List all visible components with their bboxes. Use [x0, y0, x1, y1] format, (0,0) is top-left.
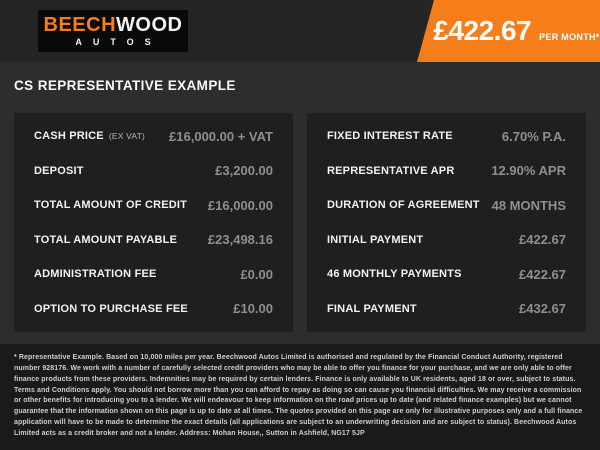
finance-row-label-text: TOTAL AMOUNT OF CREDIT: [34, 199, 188, 212]
finance-row-value: £432.67: [519, 301, 566, 317]
finance-row-label: 46 MONTHLY PAYMENTS: [327, 268, 467, 280]
finance-row-label: CASH PRICE (EX VAT): [34, 130, 145, 142]
finance-row-label-text: REPRESENTATIVE APR: [327, 164, 455, 177]
finance-row: 46 MONTHLY PAYMENTS £422.67: [327, 267, 566, 282]
finance-row-label: TOTAL AMOUNT PAYABLE: [34, 234, 182, 246]
finance-row-label-text: OPTION TO PURCHASE FEE: [34, 302, 188, 315]
finance-row-label: FINAL PAYMENT: [327, 303, 422, 315]
finance-row-value: £10.00: [233, 301, 273, 317]
finance-row: DEPOSIT £3,200.00: [34, 163, 273, 178]
finance-row-label-text: DEPOSIT: [34, 164, 84, 177]
disclaimer-text: * Representative Example. Based on 10,00…: [14, 354, 583, 437]
finance-row: CASH PRICE (EX VAT) £16,000.00 + VAT: [34, 129, 273, 144]
disclaimer-band: * Representative Example. Based on 10,00…: [0, 344, 600, 450]
finance-row-label-text: FIXED INTEREST RATE: [327, 130, 453, 143]
finance-row-label-text: DURATION OF AGREEMENT: [327, 199, 480, 212]
finance-row-label: DURATION OF AGREEMENT: [327, 199, 485, 211]
finance-row: OPTION TO PURCHASE FEE £10.00: [34, 301, 273, 316]
header-band: BEECHWOOD AUTOS £422.67 PER MONTH*: [0, 0, 600, 62]
finance-row: ADMINISTRATION FEE £0.00: [34, 267, 273, 282]
finance-row-label-text: ADMINISTRATION FEE: [34, 268, 157, 281]
logo-text-wood: WOOD: [116, 14, 183, 36]
finance-row-value: £16,000.00: [207, 197, 273, 213]
finance-table-right: FIXED INTEREST RATE 6.70% P.A. REPRESENT…: [307, 113, 586, 332]
finance-row-label-text: 46 MONTHLY PAYMENTS: [327, 268, 462, 281]
finance-row: FINAL PAYMENT £432.67: [327, 301, 566, 316]
finance-row-value: £23,498.16: [207, 232, 273, 248]
logo-wordmark: BEECHWOOD: [44, 15, 183, 35]
finance-row-label: INITIAL PAYMENT: [327, 234, 428, 246]
finance-row: INITIAL PAYMENT £422.67: [327, 232, 566, 247]
finance-row-label: TOTAL AMOUNT OF CREDIT: [34, 199, 192, 211]
finance-row: TOTAL AMOUNT PAYABLE £23,498.16: [34, 232, 273, 247]
beechwood-autos-logo[interactable]: BEECHWOOD AUTOS: [38, 10, 188, 52]
finance-row-note: (EX VAT): [108, 131, 146, 142]
finance-table-left: CASH PRICE (EX VAT) £16,000.00 + VAT DEPO…: [14, 113, 293, 332]
finance-row: DURATION OF AGREEMENT 48 MONTHS: [327, 198, 566, 213]
finance-row-label: ADMINISTRATION FEE: [34, 268, 162, 280]
finance-row-value: £16,000.00 + VAT: [169, 128, 273, 144]
monthly-price-banner: £422.67 PER MONTH*: [417, 0, 600, 62]
logo-text-beech: BEECH: [43, 14, 117, 36]
finance-row-value: £3,200.00: [215, 163, 273, 179]
finance-row: FIXED INTEREST RATE 6.70% P.A.: [327, 129, 566, 144]
monthly-price-amount: £422.67: [433, 15, 532, 46]
finance-row-value: £0.00: [240, 266, 273, 282]
finance-tables: CASH PRICE (EX VAT) £16,000.00 + VAT DEPO…: [14, 113, 586, 332]
finance-row-label-text: FINAL PAYMENT: [327, 302, 417, 315]
finance-row-label: FIXED INTEREST RATE: [327, 130, 458, 142]
finance-row: REPRESENTATIVE APR 12.90% APR: [327, 163, 566, 178]
finance-row-label: OPTION TO PURCHASE FEE: [34, 303, 193, 315]
finance-row-label: DEPOSIT: [34, 165, 89, 177]
finance-row-value: £422.67: [519, 266, 566, 282]
finance-row-label-text: TOTAL AMOUNT PAYABLE: [34, 233, 178, 246]
finance-row-value: 6.70% P.A.: [501, 128, 566, 144]
page-title: CS REPRESENTATIVE EXAMPLE: [14, 78, 236, 93]
monthly-price-period: PER MONTH*: [539, 32, 600, 42]
finance-row-label-text: CASH PRICE: [34, 130, 104, 143]
logo-text-autos: AUTOS: [75, 37, 162, 47]
finance-row: TOTAL AMOUNT OF CREDIT £16,000.00: [34, 198, 273, 213]
finance-row-label-text: INITIAL PAYMENT: [327, 233, 424, 246]
finance-row-value: 48 MONTHS: [491, 197, 566, 213]
finance-row-label: REPRESENTATIVE APR: [327, 165, 459, 177]
finance-row-value: £422.67: [519, 232, 566, 248]
finance-row-value: 12.90% APR: [491, 163, 566, 179]
